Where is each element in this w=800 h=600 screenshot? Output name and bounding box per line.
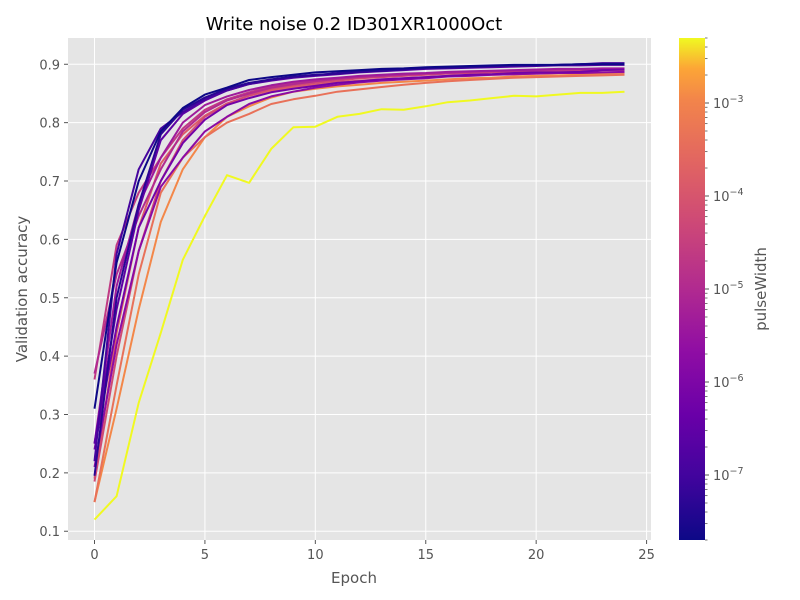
colorbar-ticks: 10−7 10−6 10−5 10−4 10−3 [705, 37, 744, 541]
colorbar-tick-label: 10−4 [713, 187, 744, 205]
y-tick-label: 0.3 [39, 409, 60, 424]
y-tick-label: 0.7 [39, 175, 60, 190]
series-line [93, 73, 625, 503]
x-tick-label: 0 [90, 548, 98, 563]
y-tick-label: 0.2 [39, 467, 60, 482]
y-tick-label: 0.1 [39, 525, 60, 540]
plot-area [68, 38, 651, 540]
y-tick-label: 0.5 [39, 292, 60, 307]
colorbar-tick-label: 10−6 [713, 373, 744, 391]
x-tick-label: 10 [307, 548, 324, 563]
series-line [93, 70, 625, 468]
colorbar-tick-label: 10−3 [713, 94, 744, 112]
series-line [93, 69, 625, 482]
grid-lines [68, 38, 651, 540]
series-line [93, 90, 625, 521]
y-tick-label: 0.6 [39, 233, 60, 248]
x-tick-label: 20 [528, 548, 545, 563]
x-axis-label: Epoch [331, 569, 377, 587]
y-tick-label: 0.9 [39, 58, 60, 73]
x-axis-ticks: 0 5 10 15 20 25 [90, 540, 655, 563]
x-tick-label: 25 [638, 548, 655, 563]
series-line [93, 63, 625, 409]
colorbar [679, 38, 705, 540]
y-tick-label: 0.8 [39, 117, 60, 132]
x-tick-label: 15 [417, 548, 434, 563]
series-line [93, 67, 625, 444]
y-axis-ticks: 0.1 0.2 0.3 0.4 0.5 0.6 0.7 0.8 0.9 [39, 58, 68, 540]
colorbar-label: pulseWidth [752, 247, 770, 331]
colorbar-tick-label: 10−7 [713, 466, 744, 484]
chart-title: Write noise 0.2 ID301XR1000Oct [206, 14, 502, 35]
series-lines [93, 62, 625, 521]
x-tick-label: 5 [201, 548, 209, 563]
colorbar-tick-label: 10−5 [713, 280, 744, 298]
y-axis-label: Validation accuracy [13, 216, 31, 363]
series-line [93, 68, 625, 450]
y-tick-label: 0.4 [39, 350, 60, 365]
